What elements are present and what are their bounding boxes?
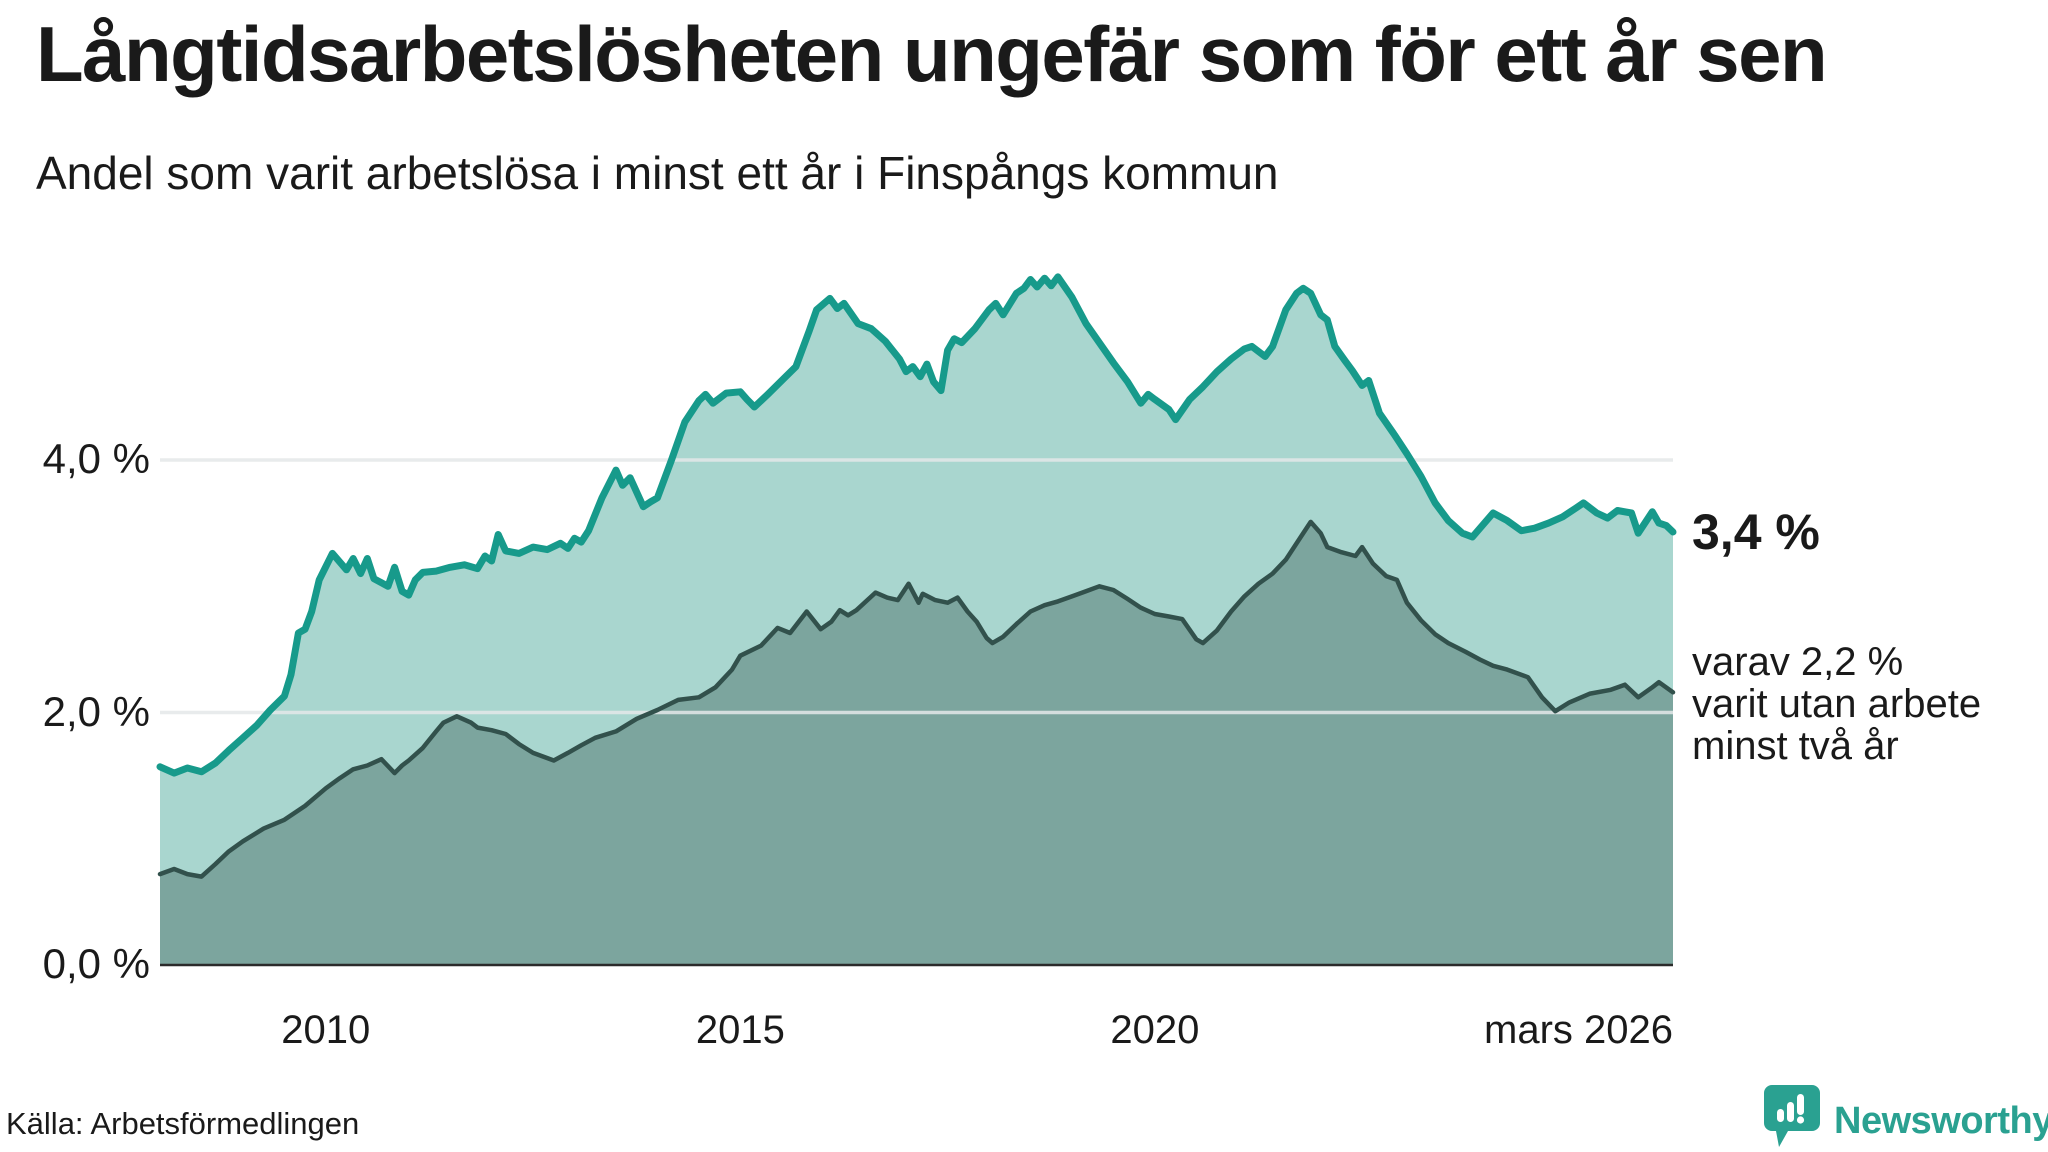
x-tick-label: 2020 bbox=[1110, 1008, 1200, 1052]
end-value-label: 3,4 % bbox=[1692, 503, 1820, 560]
line-group bbox=[156, 273, 1677, 879]
x-tick-label: 2010 bbox=[281, 1008, 371, 1052]
page-title: Långtidsarbetslösheten ungefär som för e… bbox=[36, 10, 1828, 98]
x-tick-label: 2015 bbox=[695, 1008, 785, 1052]
gridlines bbox=[160, 458, 1673, 967]
end-note-line: varit utan arbete bbox=[1692, 682, 1982, 727]
newsworthy-logo: Newsworthy bbox=[1764, 1084, 2048, 1148]
y-tick-label: 4,0 % bbox=[42, 435, 150, 483]
area-group bbox=[160, 276, 1673, 965]
end-note-line: minst två år bbox=[1692, 724, 1899, 769]
end-note-line: varav 2,2 % bbox=[1692, 640, 1904, 685]
page-subtitle: Andel som varit arbetslösa i minst ett å… bbox=[36, 147, 1279, 199]
line-series-at-least-two-years bbox=[157, 519, 1676, 879]
line-series-at-least-one-year bbox=[156, 273, 1677, 777]
area-series-at-least-two-years bbox=[160, 521, 1673, 965]
x-tick-label: mars 2026 bbox=[1484, 1008, 1673, 1052]
newsworthy-wordmark: Newsworthy bbox=[1834, 1100, 2048, 1142]
end-note-annotation: varav 2,2 % varit utan arbete minst två … bbox=[1692, 641, 1981, 767]
y-tick-label: 0,0 % bbox=[42, 940, 150, 988]
newsworthy-bars-icon bbox=[1764, 1085, 1820, 1147]
y-tick-label: 2,0 % bbox=[42, 687, 150, 735]
source-note: Källa: Arbetsförmedlingen bbox=[6, 1106, 360, 1141]
